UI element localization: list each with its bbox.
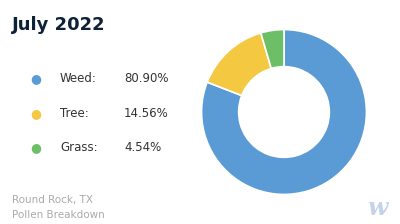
Text: ●: ●	[30, 107, 42, 120]
Wedge shape	[202, 30, 366, 194]
Text: Round Rock, TX
Pollen Breakdown: Round Rock, TX Pollen Breakdown	[12, 195, 105, 220]
Wedge shape	[207, 33, 271, 96]
Wedge shape	[261, 30, 284, 69]
Text: 14.56%: 14.56%	[124, 107, 169, 120]
Text: Weed:: Weed:	[60, 72, 97, 85]
Text: ●: ●	[30, 141, 42, 154]
Text: Tree:: Tree:	[60, 107, 89, 120]
Text: Grass:: Grass:	[60, 141, 98, 154]
Text: July 2022: July 2022	[12, 16, 106, 34]
Text: ●: ●	[30, 72, 42, 85]
Text: 4.54%: 4.54%	[124, 141, 161, 154]
Text: 80.90%: 80.90%	[124, 72, 168, 85]
Text: w: w	[368, 196, 388, 220]
